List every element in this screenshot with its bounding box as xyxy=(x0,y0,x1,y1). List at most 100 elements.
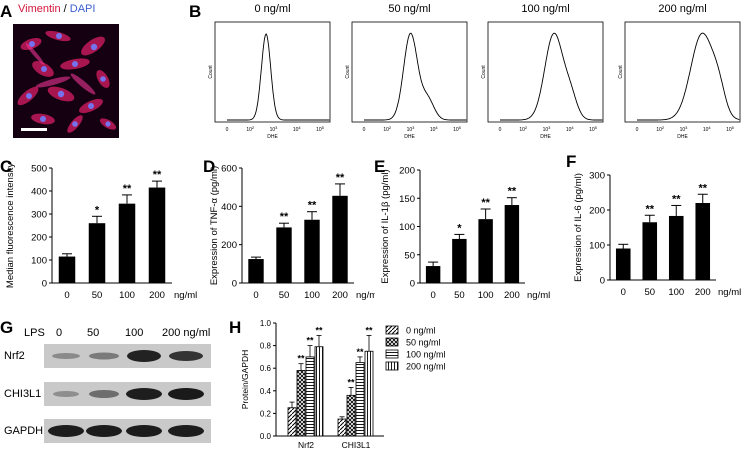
chart-c-sig-100: ** xyxy=(123,183,132,195)
chart-e-bar-200 xyxy=(504,205,520,283)
blot-bands-chi3l1 xyxy=(53,388,204,400)
chart-h-sig-CHI3L1-2: ** xyxy=(356,347,364,357)
panel-letter-f: F xyxy=(566,152,577,171)
chart-c-svg: 0 100 200 300 400 500 0 * 50 ** 100 ** 200 ng/ml Media… xyxy=(5,163,197,301)
panel-letter-a: A xyxy=(0,2,13,21)
chart-d-xtick-label-50: 50 xyxy=(279,290,290,301)
chart-h-ytick-label-0: 0.0 xyxy=(260,432,272,441)
chart-c-ytick-label-5: 500 xyxy=(31,164,47,175)
chart-e-ytick-label-3: 150 xyxy=(399,194,415,205)
panel-letter-c: C xyxy=(0,157,13,176)
chart-c-sig-50: * xyxy=(95,204,100,216)
histogram-frame-2 xyxy=(487,21,604,123)
blot-strip-nrf2 xyxy=(44,344,211,368)
lane-label-0: 0 xyxy=(56,327,63,339)
histogram-tick-1-4: 105 xyxy=(453,125,462,133)
chart-e-bar-100 xyxy=(478,219,493,283)
blot-bands-gapdh xyxy=(48,425,204,437)
histogram-tick-1-2: 103 xyxy=(407,125,416,133)
chart-f-ytick-label-2: 200 xyxy=(589,206,605,217)
micrograph-image xyxy=(13,24,119,138)
histogram-title-3: 200 ng/ml xyxy=(658,3,706,15)
histogram-tick-2-1: 102 xyxy=(519,125,528,133)
chart-f-ylabel: Expression of IL-6 (pg/ml) xyxy=(573,173,584,282)
chart-e-bar-0 xyxy=(425,266,441,283)
chart-c-ytick-label-1: 100 xyxy=(31,256,47,267)
chart-c-ytick-label-3: 300 xyxy=(31,210,47,221)
chart-d-ytick-label-0: 0 xyxy=(232,279,237,290)
chart-h-ytick-label-5: 1.0 xyxy=(260,319,272,328)
histogram-ylabel-2: Count xyxy=(481,65,487,79)
chart-c-ytick-label-0: 0 xyxy=(42,279,47,290)
chart-c: 0 100 200 300 400 500 0 * 50 ** 100 ** 200 ng/ml Media… xyxy=(0,155,200,315)
chart-d-xtick-label-200: 200 xyxy=(332,290,348,301)
histogram-xlabel-3: DHE xyxy=(677,134,688,140)
chart-d-ytick-label-2: 400 xyxy=(221,202,237,213)
histogram-tick-1-0: 0 xyxy=(363,127,366,133)
chart-c-xtick-label-100: 100 xyxy=(119,290,135,301)
chart-e-xtick-label-200: 200 xyxy=(504,290,520,301)
chart-h-ytick-label-4: 0.8 xyxy=(260,342,272,351)
chart-d-sig-100: ** xyxy=(308,200,317,212)
chart-f-unit-label: ng/ml xyxy=(718,287,741,298)
chart-d: 0 200 400 600 0 ** 50 ** 100 ** 200 ng/ml Expression… xyxy=(200,155,379,315)
chart-d-sig-50: ** xyxy=(280,211,289,223)
histogram-tick-2-2: 103 xyxy=(543,125,552,133)
chart-f-sig-50: ** xyxy=(645,203,654,215)
panel-letter-b: B xyxy=(189,2,202,21)
histogram-ylabel-3: Count xyxy=(618,65,624,79)
chart-d-ytick-label-3: 600 xyxy=(221,164,237,175)
chart-e-xtick-label-50: 50 xyxy=(454,290,465,301)
lps-label: LPS xyxy=(24,327,45,339)
histogram-curve-2 xyxy=(500,32,603,121)
chart-e-ytick-label-2: 100 xyxy=(399,222,415,233)
chart-h-xtick-label-1: CHI3L1 xyxy=(342,440,371,450)
chart-h-bar-Nrf2-2 xyxy=(305,356,315,437)
chart-f-xtick-label-0: 0 xyxy=(621,287,626,298)
chart-c-xtick-label-0: 0 xyxy=(64,290,69,301)
chart-d-bar-50 xyxy=(276,227,292,283)
blot-row-label-gapdh: GAPDH xyxy=(4,425,44,437)
chart-d-bar-100 xyxy=(304,219,320,283)
chart-d-ytick-label-1: 200 xyxy=(221,240,237,251)
chart-f-ytick-label-3: 300 xyxy=(589,171,605,182)
chart-h-legend-label-2: 100 ng/ml xyxy=(406,350,446,360)
histogram-frame-0 xyxy=(214,21,331,123)
chart-f: 0 100 200 300 0 ** 50 ** 100 ** 200 ng/ml Expression… xyxy=(567,150,752,310)
chart-f-bar-100 xyxy=(668,215,684,280)
panel-letter-e: E xyxy=(374,157,386,176)
chart-d-unit-label: ng/ml xyxy=(356,290,375,301)
histogram-xlabel-0: DHE xyxy=(267,134,278,140)
chart-f-bar-50 xyxy=(642,222,658,280)
histogram-ylabel-1: Count xyxy=(345,65,351,79)
scale-bar xyxy=(21,128,47,131)
blot-strip-gapdh xyxy=(44,419,211,443)
histogram-tick-1-3: 104 xyxy=(430,125,439,133)
chart-c-sig-200: ** xyxy=(153,169,162,181)
histogram-curve-0 xyxy=(227,33,330,121)
chart-e: 0 50 100 150 200 0 * 50 ** 100 ** 200 ng/ml Expressio… xyxy=(372,155,572,315)
chart-f-sig-200: ** xyxy=(698,182,707,194)
histogram-tick-3-3: 104 xyxy=(703,125,712,133)
vimentin-label: Vimentin xyxy=(18,3,61,15)
panel-letter-d: D xyxy=(203,157,216,176)
chart-h-bar-Nrf2-1 xyxy=(296,370,306,437)
histogram-tick-0-0: 0 xyxy=(226,127,229,133)
chart-c-ytick-label-4: 400 xyxy=(31,187,47,198)
chart-h-sig-CHI3L1-3: ** xyxy=(365,325,373,335)
chart-c-xtick-label-50: 50 xyxy=(92,290,103,301)
histogram-tick-0-3: 104 xyxy=(293,125,302,133)
chart-h-legend-swatch-0 xyxy=(385,325,399,335)
chart-h-legend-label-1: 50 ng/ml xyxy=(406,338,441,348)
chart-c-bar-0 xyxy=(58,256,76,283)
chart-f-xtick-label-100: 100 xyxy=(668,287,684,298)
chart-h-sig-Nrf2-3: ** xyxy=(315,325,323,335)
chart-e-svg: 0 50 100 150 200 0 * 50 ** 100 ** 200 ng/ml Expressio… xyxy=(380,166,550,302)
chart-h-bar-CHI3L1-3 xyxy=(364,350,374,437)
chart-f-bar-200 xyxy=(695,203,711,280)
chart-f-svg: 0 100 200 300 0 ** 50 ** 100 ** 200 ng/ml Expression… xyxy=(573,171,741,299)
lane-label-100: 100 xyxy=(125,327,144,339)
title-separator: / xyxy=(60,3,70,15)
chart-h-xtick-label-0: Nrf2 xyxy=(298,440,314,450)
micrograph-title: Vimentin / DAPI xyxy=(18,3,95,15)
